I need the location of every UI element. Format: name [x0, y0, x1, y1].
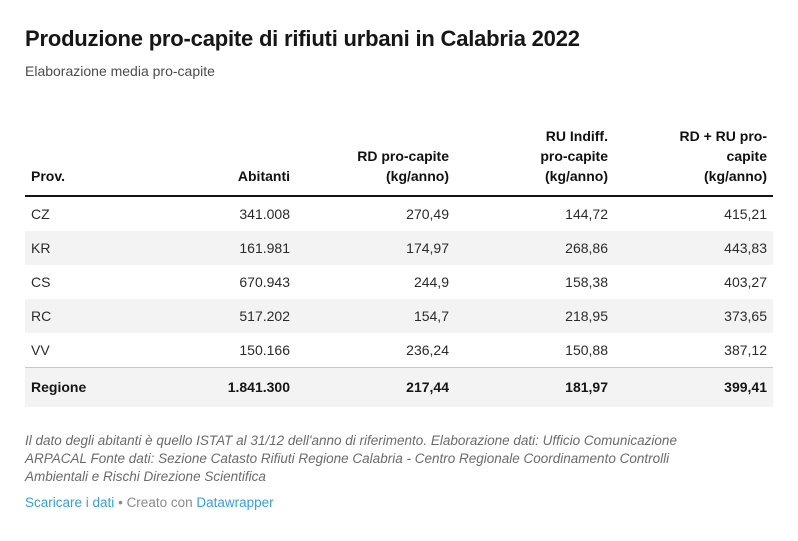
cell-rd-ru-totale: 443,83 — [724, 240, 767, 257]
column-header-label: capite — [726, 148, 767, 165]
cell-abitanti: 1.841.300 — [137, 367, 296, 408]
column-header-label: Prov. — [31, 168, 65, 185]
page-subtitle: Elaborazione media pro-capite — [25, 63, 215, 80]
cell-rd-ru-totale: 373,65 — [724, 308, 767, 325]
cell-ru-indiff: 150,88 — [565, 342, 608, 359]
column-header-rd-procapite: RD pro-capite (kg/anno) — [296, 126, 455, 198]
column-header-ru-indiff: RU Indiff. pro-capite (kg/anno) — [455, 126, 614, 198]
cell-ru-indiff: 158,38 — [565, 274, 608, 291]
column-header-unit: (kg/anno) — [545, 168, 608, 185]
credit-text: Creato con — [126, 495, 193, 511]
column-header-unit: (kg/anno) — [386, 168, 449, 185]
row-label: KR — [31, 240, 51, 257]
column-header-label: Abitanti — [237, 168, 290, 185]
cell-rd-ru-totale: 387,12 — [724, 342, 767, 359]
row-label: RC — [31, 308, 52, 325]
cell-rd-procapite: 244,9 — [413, 274, 449, 291]
download-data-link[interactable]: Scaricare i dati — [25, 495, 115, 511]
row-label: Regione — [25, 367, 137, 408]
cell-abitanti: 150.166 — [239, 342, 290, 359]
column-header-unit: (kg/anno) — [704, 168, 767, 185]
column-header-label: RU Indiff. — [545, 128, 608, 145]
cell-ru-indiff: 144,72 — [565, 206, 608, 223]
cell-abitanti: 161.981 — [239, 240, 290, 257]
cell-rd-procapite: 154,7 — [413, 308, 449, 325]
row-label: VV — [31, 342, 50, 359]
cell-abitanti: 341.008 — [239, 206, 290, 223]
cell-rd-ru-totale: 415,21 — [724, 206, 767, 223]
column-header-label: RD pro-capite — [357, 148, 449, 165]
credit-separator: • — [118, 495, 123, 511]
table-row-cs: CS 670.943 244,9 158,38 403,27 — [25, 265, 773, 299]
page-title: Produzione pro-capite di rifiuti urbani … — [25, 26, 580, 51]
datawrapper-link[interactable]: Datawrapper — [196, 495, 274, 511]
cell-rd-ru-totale: 399,41 — [614, 367, 773, 408]
table-header-row: Prov. Abitanti RD pro-capite (kg/anno) R… — [25, 126, 773, 198]
column-header-prov: Prov. — [25, 126, 137, 198]
cell-abitanti: 670.943 — [239, 274, 290, 291]
footer-links: Scaricare i dati • Creato con Datawrappe… — [25, 495, 773, 510]
table-row-cz: CZ 341.008 270,49 144,72 415,21 — [25, 196, 773, 231]
cell-abitanti: 517.202 — [239, 308, 290, 325]
column-header-label: pro-capite — [540, 148, 608, 165]
data-table: Prov. Abitanti RD pro-capite (kg/anno) R… — [25, 126, 773, 408]
cell-rd-procapite: 270,49 — [406, 206, 449, 223]
cell-rd-procapite: 236,24 — [406, 342, 449, 359]
column-header-abitanti: Abitanti — [137, 126, 296, 198]
cell-rd-ru-totale: 403,27 — [724, 274, 767, 291]
cell-rd-procapite: 174,97 — [406, 240, 449, 257]
column-header-rd-ru-totale: RD + RU pro- capite (kg/anno) — [614, 126, 773, 198]
cell-ru-indiff: 268,86 — [565, 240, 608, 257]
cell-ru-indiff: 181,97 — [455, 367, 614, 408]
table-row-regione-total: Regione 1.841.300 217,44 181,97 399,41 — [25, 367, 773, 408]
row-label: CS — [31, 274, 51, 291]
footnote: Il dato degli abitanti è quello ISTAT al… — [25, 433, 677, 485]
cell-rd-procapite: 217,44 — [296, 367, 455, 408]
column-header-label: RD + RU pro- — [679, 128, 768, 145]
table-row-kr: KR 161.981 174,97 268,86 443,83 — [25, 231, 773, 266]
row-label: CZ — [31, 206, 50, 223]
table-row-vv: VV 150.166 236,24 150,88 387,12 — [25, 333, 773, 368]
cell-ru-indiff: 218,95 — [565, 308, 608, 325]
table-row-rc: RC 517.202 154,7 218,95 373,65 — [25, 299, 773, 334]
